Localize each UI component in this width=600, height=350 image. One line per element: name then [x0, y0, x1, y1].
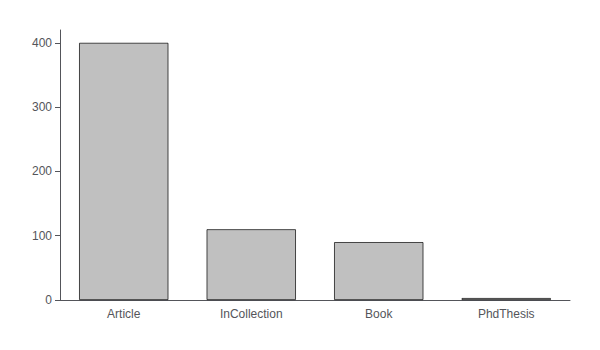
svg-text:PhdThesis: PhdThesis: [478, 307, 535, 321]
svg-text:300: 300: [32, 100, 52, 114]
svg-text:InCollection: InCollection: [220, 307, 283, 321]
svg-text:400: 400: [32, 36, 52, 50]
svg-text:0: 0: [45, 293, 52, 307]
svg-text:Article: Article: [107, 307, 141, 321]
svg-text:200: 200: [32, 164, 52, 178]
svg-text:100: 100: [32, 229, 52, 243]
svg-text:Book: Book: [365, 307, 393, 321]
